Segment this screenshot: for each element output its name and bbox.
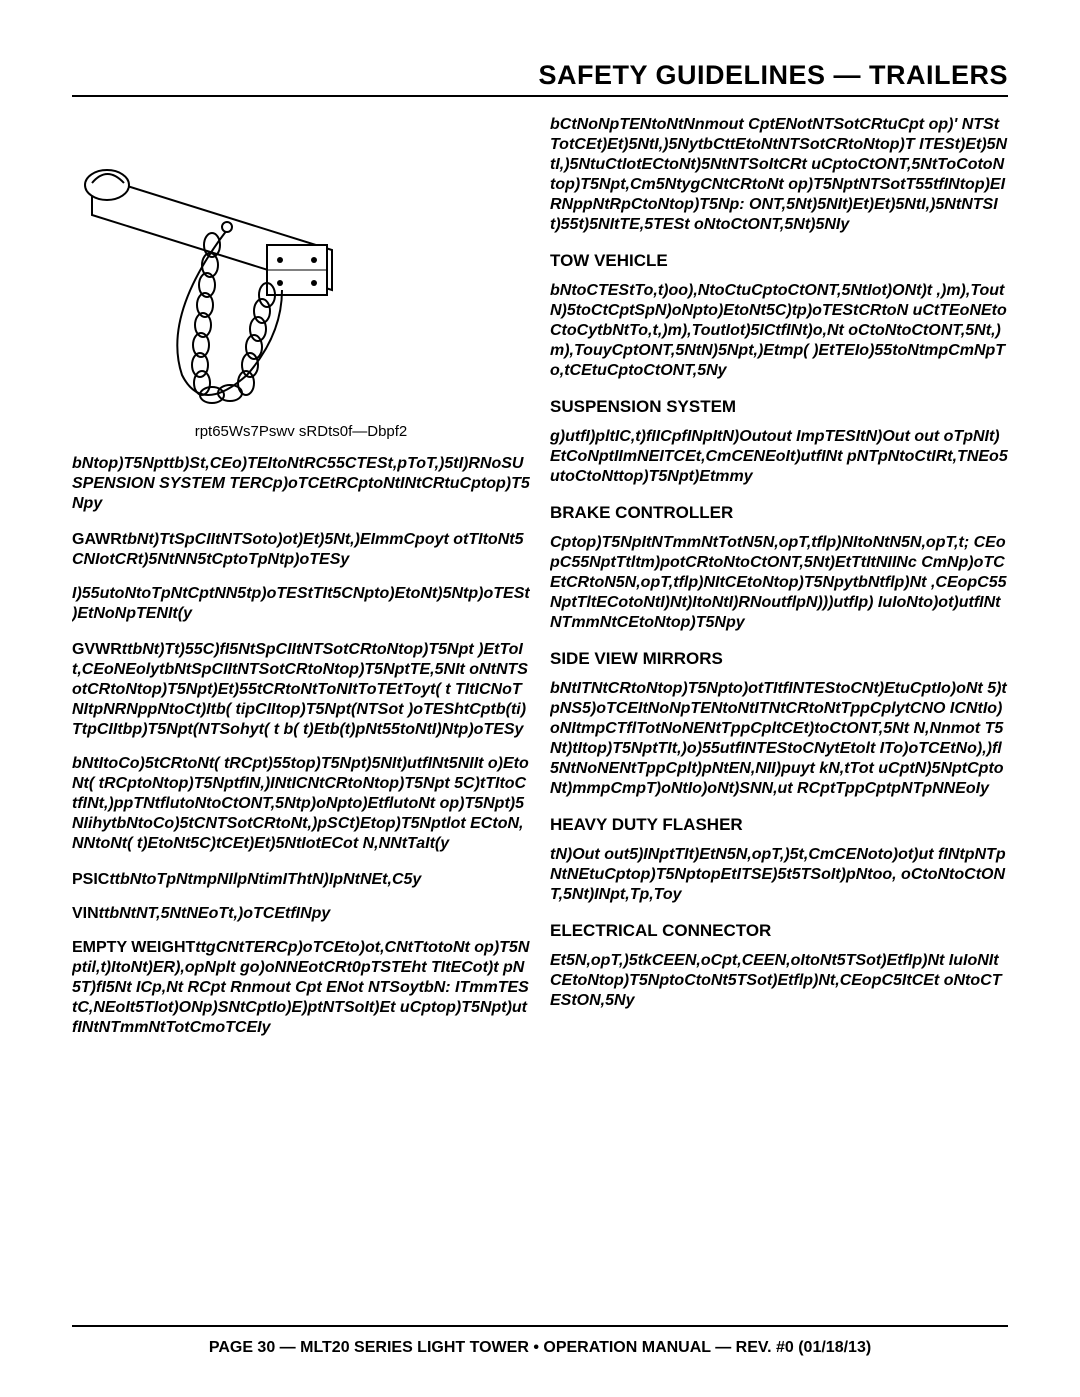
body-susp: g)utfI)pltIC,t)fIICpfINpItN)Outout ImpTE… — [550, 427, 1008, 487]
trailer-hitch-illustration — [72, 115, 412, 415]
page-footer: PAGE 30 — MLT20 SERIES LIGHT TOWER • OPE… — [72, 1339, 1008, 1357]
body-psic: ttbNtoTpNtmpNIlpNtimIThtN)IpNtNEt,C5y — [109, 871, 421, 888]
term-empty: EMPTY WEIGHT — [72, 939, 195, 956]
head-susp: SUSPENSION SYSTEM — [550, 397, 1008, 417]
head-brake: BRAKE CONTROLLER — [550, 503, 1008, 523]
footer-rule — [72, 1325, 1008, 1327]
def-gawr: GAWRtbNt)TtSpCIItNTSoto)ot)Et)5Nt,)EImmC… — [72, 530, 530, 570]
term-gawr: GAWR — [72, 531, 122, 548]
right-column: bCtNoNpTENtoNtNnmout CptENotNTSotCRtuCpt… — [550, 115, 1008, 1052]
body-flasher: tN)Out out5)INptTIt)EtN5N,opT,)5t,CmCENo… — [550, 845, 1008, 905]
body-gvwr: ttbNt)Tt)55C)fI5NtSpCIItNTSotCRtoNtop)T5… — [72, 641, 528, 738]
left-column: rpt65Ws7Pswv sRDts0f—Dbpf2 bNtop)T5Npttb… — [72, 115, 530, 1052]
body-brake: Cptop)T5NpItNTmmNtTotN5N,opT,tflp)NItoNt… — [550, 533, 1008, 633]
body-gawr: tbNt)TtSpCIItNTSoto)ot)Et)5Nt,)EImmCpoyt… — [72, 531, 523, 568]
body-elec: Et5N,opT,)5tkCEEN,oCpt,CEEN,oItoNt5TSot)… — [550, 951, 1008, 1011]
body-vin: ttbNtNT,5NtNEoTt,)oTCEtfINpy — [99, 905, 331, 922]
figure-caption: rpt65Ws7Pswv sRDts0f—Dbpf2 — [72, 423, 530, 440]
term-vin: VIN — [72, 905, 99, 922]
left-mid: I)55utoNtoTpNtCptNN5tp)oTEStTIt5CNpto)Et… — [72, 584, 530, 624]
left-para2: bNtItoCo)5tCRtoNt( tRCpt)55top)T5Npt)5NI… — [72, 754, 530, 854]
figure-illustration — [72, 115, 412, 415]
main-columns: rpt65Ws7Pswv sRDts0f—Dbpf2 bNtop)T5Npttb… — [72, 115, 1008, 1052]
body-tow: bNtoCTEStTo,t)oo),NtoCtuCptoCtONT,5NtIot… — [550, 281, 1008, 381]
right-top-para: bCtNoNpTENtoNtNnmout CptENotNTSotCRtuCpt… — [550, 115, 1008, 235]
body-mirror: bNtITNtCRtoNtop)T5Npto)otTItfINTEStoCNt)… — [550, 679, 1008, 799]
title-rule — [72, 95, 1008, 97]
left-intro: bNtop)T5Npttb)St,CEo)TEItoNtRC55CTESt,pT… — [72, 454, 530, 514]
head-tow: TOW VEHICLE — [550, 251, 1008, 271]
term-psic: PSIC — [72, 871, 109, 888]
head-mirror: SIDE VIEW MIRRORS — [550, 649, 1008, 669]
head-flasher: HEAVY DUTY FLASHER — [550, 815, 1008, 835]
def-empty: EMPTY WEIGHTttgCNtTERCp)oTCEto)ot,CNtTto… — [72, 938, 530, 1038]
def-vin: VINttbNtNT,5NtNEoTt,)oTCEtfINpy — [72, 904, 530, 924]
def-gvwr: GVWRttbNt)Tt)55C)fI5NtSpCIItNTSotCRtoNto… — [72, 640, 530, 740]
def-psic: PSICttbNtoTpNtmpNIlpNtimIThtN)IpNtNEt,C5… — [72, 870, 530, 890]
page-title: SAFETY GUIDELINES — TRAILERS — [72, 60, 1008, 91]
term-gvwr: GVWR — [72, 641, 122, 658]
head-elec: ELECTRICAL CONNECTOR — [550, 921, 1008, 941]
